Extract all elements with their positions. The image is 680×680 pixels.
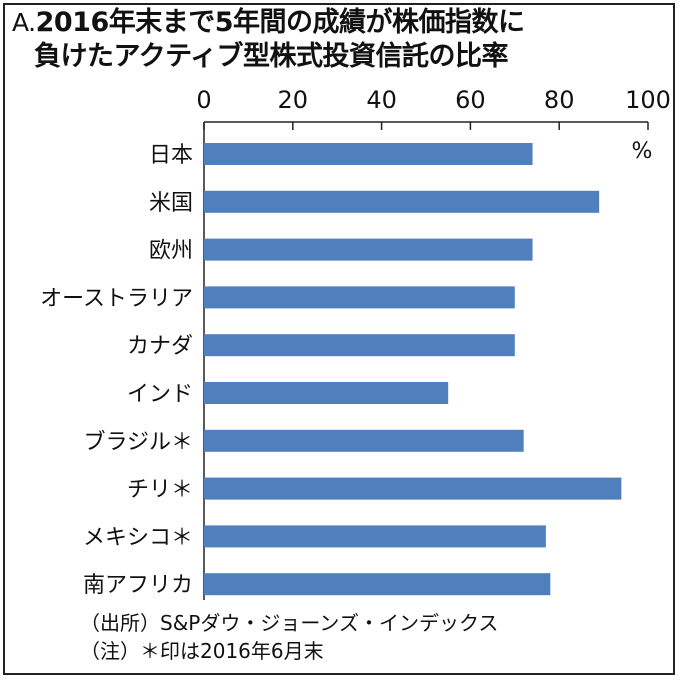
bar bbox=[204, 238, 533, 261]
x-tick-label: 100 bbox=[625, 86, 671, 114]
bar bbox=[204, 573, 551, 596]
bar bbox=[204, 477, 622, 500]
chart-title: A.2016年末まで5年間の成績が株価指数に 負けたアクティブ型株式投資信託の比… bbox=[12, 6, 668, 74]
category-label: 欧州 bbox=[149, 239, 193, 264]
title-line-1: 2016年末まで5年間の成績が株価指数に bbox=[35, 7, 525, 38]
bar bbox=[204, 429, 524, 452]
category-label: オーストラリア bbox=[40, 286, 193, 311]
title-prefix: A. bbox=[12, 8, 36, 37]
x-tick-label: 20 bbox=[278, 86, 309, 114]
bar bbox=[204, 143, 533, 165]
category-label: チリ＊ bbox=[127, 478, 193, 503]
category-label: 南アフリカ bbox=[83, 573, 193, 598]
category-label: ブラジル＊ bbox=[83, 430, 193, 455]
category-label: 日本 bbox=[149, 143, 193, 168]
category-label: メキシコ＊ bbox=[83, 525, 193, 550]
x-tick-label: 40 bbox=[366, 86, 397, 114]
x-tick-label: 80 bbox=[544, 86, 575, 114]
footnote: （注）＊印は2016年6月末 bbox=[80, 639, 324, 663]
bar bbox=[204, 190, 600, 213]
bar bbox=[204, 525, 546, 548]
bar bbox=[204, 286, 515, 309]
bar bbox=[204, 334, 515, 357]
source-note: （出所）S&Pダウ・ジョーンズ・インデックス bbox=[80, 611, 499, 635]
category-label: カナダ bbox=[127, 334, 193, 359]
x-tick-label: 60 bbox=[455, 86, 486, 114]
x-tick-label: 0 bbox=[196, 86, 211, 114]
unit-label: % bbox=[632, 139, 653, 164]
category-label: 米国 bbox=[149, 191, 193, 216]
title-line-2: 負けたアクティブ型株式投資信託の比率 bbox=[34, 41, 509, 72]
category-label: インド bbox=[127, 382, 193, 407]
bar bbox=[204, 382, 449, 404]
